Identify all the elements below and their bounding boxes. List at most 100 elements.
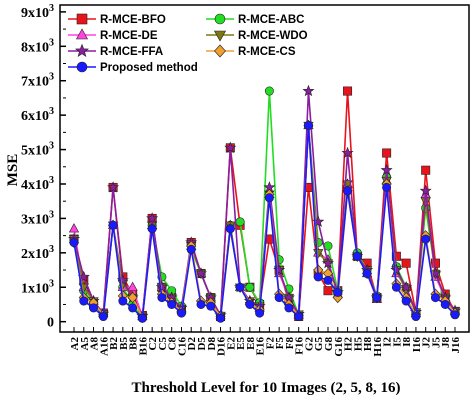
data-point — [401, 296, 411, 306]
data-point — [390, 263, 403, 276]
data-point — [284, 303, 294, 313]
data-point — [89, 303, 99, 313]
x-tick-label: E2 — [225, 337, 237, 350]
x-tick-label: I16 — [411, 337, 423, 353]
y-tick-label-base: 2x10 — [21, 247, 49, 262]
x-tick-label: A5 — [79, 337, 91, 351]
x-tick-label: B8 — [128, 337, 140, 350]
y-axis-title: MSE — [5, 154, 21, 187]
data-point — [213, 30, 227, 42]
data-point — [372, 293, 382, 303]
x-tick-label: C16 — [176, 337, 188, 356]
x-tick-label: H2 — [343, 337, 355, 352]
data-point — [302, 84, 315, 97]
x-tick-label: B16 — [137, 337, 149, 356]
legend-item: R-MCE-DE — [68, 28, 158, 42]
data-point — [255, 308, 265, 318]
x-tick-label: H16 — [372, 337, 384, 357]
data-point — [440, 299, 450, 309]
x-tick-label: G16 — [333, 337, 345, 357]
legend-label: R-MCE-BFO — [100, 14, 166, 26]
y-tick-label-exponent: 3 — [49, 244, 54, 255]
data-point — [411, 312, 421, 322]
data-point — [382, 182, 392, 192]
data-point — [116, 274, 129, 286]
x-tick-label: J16 — [450, 337, 462, 354]
y-tick-label-exponent: 3 — [49, 141, 54, 152]
data-point — [206, 301, 216, 311]
series-line — [73, 125, 456, 321]
data-point — [323, 286, 333, 296]
data-point — [421, 165, 431, 175]
data-point — [235, 217, 245, 227]
x-tick-label: J5 — [430, 337, 442, 349]
x-tick-label: H8 — [362, 337, 374, 352]
y-tick-label-exponent: 3 — [49, 106, 54, 117]
x-tick-label: G5 — [313, 337, 325, 352]
data-point — [176, 308, 186, 318]
data-point — [401, 258, 411, 268]
data-point — [146, 212, 159, 224]
data-point — [421, 234, 431, 244]
series-proposed-method — [69, 120, 460, 323]
x-axis-title: Threshold Level for 10 Images (2, 5, 8, … — [131, 380, 400, 396]
data-point — [216, 313, 226, 323]
x-tick-label: J8 — [440, 337, 452, 349]
data-point — [214, 44, 226, 58]
data-point — [450, 310, 460, 320]
data-point — [107, 181, 120, 193]
data-point — [245, 299, 255, 309]
y-tick-label-base: 8x10 — [21, 40, 49, 55]
x-tick-label: I2 — [382, 337, 394, 347]
x-tick-label: I8 — [401, 337, 413, 347]
data-point — [75, 28, 89, 40]
data-point — [343, 186, 353, 196]
data-point — [273, 263, 286, 276]
data-point — [128, 303, 138, 313]
y-tick-label: 8x103 — [21, 37, 54, 55]
legend-item: R-MCE-WDO — [206, 30, 308, 42]
y-tick-label: 1x103 — [21, 278, 54, 296]
data-point — [235, 282, 245, 292]
y-tick-label-base: 4x10 — [21, 178, 49, 193]
data-point — [419, 184, 432, 196]
series-line — [73, 91, 456, 320]
data-point — [214, 13, 226, 25]
legend-item: Proposed method — [68, 61, 198, 74]
data-point — [391, 282, 401, 292]
legend-item: R-MCE-ABC — [206, 13, 304, 26]
data-point — [333, 287, 343, 297]
data-point — [380, 163, 393, 176]
y-tick-label: 2x103 — [21, 244, 54, 262]
data-point — [362, 268, 372, 278]
x-tick-label: D8 — [206, 337, 218, 351]
x-axis: A2A5A8A16B2B5B8B16C2C5C8C16D2D5D8D16E2E5… — [69, 327, 462, 357]
y-tick-label: 3x103 — [21, 209, 54, 227]
x-tick-label: D16 — [216, 337, 228, 356]
x-tick-label: A8 — [89, 337, 101, 351]
data-point — [322, 256, 334, 269]
y-tick-label: 4x103 — [21, 175, 54, 193]
data-point — [147, 224, 157, 234]
y-axis: 01x1032x1033x1034x1035x1036x1037x1038x10… — [21, 3, 66, 331]
x-tick-label: G8 — [323, 337, 335, 352]
legend-item: R-MCE-CS — [206, 44, 296, 58]
data-point — [430, 293, 440, 303]
x-tick-label: F2 — [264, 337, 276, 350]
legend: R-MCE-BFO R-MCE-ABC R-MCE-DE R-MCE-WDO R-MCE… — [68, 13, 308, 74]
y-tick-label-base: 9x10 — [21, 6, 49, 21]
data-point — [157, 293, 167, 303]
legend-label: R-MCE-DE — [100, 30, 158, 42]
y-tick-label-exponent: 3 — [49, 37, 54, 48]
data-point — [137, 313, 147, 323]
data-point — [323, 275, 333, 285]
x-tick-label: A2 — [69, 337, 81, 351]
x-tick-label: E16 — [255, 337, 267, 356]
x-tick-label: C5 — [157, 337, 169, 351]
data-point — [76, 13, 88, 25]
x-tick-label: I5 — [391, 337, 403, 347]
y-tick-label-base: 3x10 — [21, 212, 49, 227]
x-tick-label: F16 — [294, 337, 306, 355]
data-point — [186, 244, 196, 254]
